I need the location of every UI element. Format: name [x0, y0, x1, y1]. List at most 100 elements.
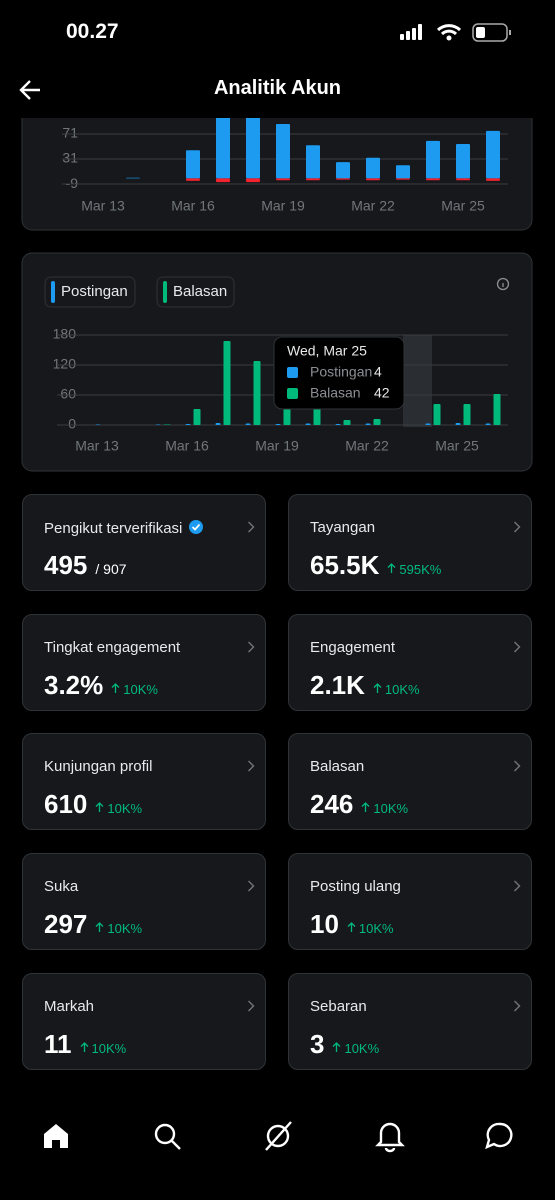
- metric-title: Markah: [44, 998, 94, 1015]
- bar: [463, 404, 471, 425]
- bar: [163, 424, 171, 425]
- hover-column: [403, 335, 432, 427]
- bar: [425, 423, 431, 425]
- bar: [343, 420, 351, 425]
- metric-card[interactable]: Kunjungan profil 610 10K%: [22, 733, 266, 831]
- bar: [486, 178, 500, 181]
- bar: [365, 423, 371, 425]
- tooltip-value: 42: [374, 385, 390, 401]
- nav-grok[interactable]: [265, 1121, 292, 1151]
- bar: [336, 162, 350, 179]
- bar: [186, 178, 200, 181]
- x-tick-label: Mar 13: [81, 198, 125, 214]
- x-tick-label: Mar 16: [171, 198, 215, 214]
- bar: [426, 178, 440, 181]
- metric-change-text: 10K%: [344, 1040, 380, 1056]
- chevron: [248, 1000, 255, 1012]
- bottom-nav: [44, 1121, 513, 1153]
- y-tick-label: 180: [53, 326, 77, 342]
- metric-card[interactable]: Tingkat engagement 3.2% 10K%: [22, 613, 266, 711]
- metric-value-row: 610 10K%: [44, 789, 142, 820]
- metric-value: 10: [310, 909, 339, 940]
- x-tick-label: Mar 13: [75, 438, 119, 454]
- bar: [485, 423, 491, 425]
- metric-card[interactable]: Suka 297 10K%: [22, 853, 266, 951]
- chevron: [514, 641, 521, 653]
- nav-search[interactable]: [154, 1123, 181, 1150]
- metric-change: 10K%: [111, 682, 158, 697]
- metric-change-text: 10K%: [373, 801, 409, 817]
- tooltip: [273, 336, 405, 410]
- metric-value: 495: [44, 550, 88, 580]
- metric-change: 10K%: [95, 921, 142, 936]
- bar: [426, 140, 440, 179]
- chevron: [248, 521, 255, 533]
- chevron: [514, 880, 521, 892]
- metric-value: 3.2%: [44, 669, 104, 700]
- metric-change: 10K%: [347, 921, 394, 936]
- up-arrow: [387, 563, 396, 573]
- metric-value-row: 246 10K%: [310, 789, 408, 820]
- tooltip-swatch: [287, 367, 298, 378]
- up-arrow: [95, 922, 104, 933]
- metric-change: 10K%: [332, 1041, 379, 1056]
- legend-swatch: [163, 281, 167, 303]
- chevron: [514, 760, 521, 772]
- metric-card[interactable]: Posting ulang 10 10K%: [288, 853, 532, 951]
- bar: [276, 124, 290, 179]
- bar: [396, 165, 410, 179]
- metric-title-text: Markah: [44, 997, 95, 1015]
- tooltip-label: Postingan: [310, 364, 372, 380]
- bar: [276, 178, 290, 181]
- y-tick-label: 31: [62, 150, 78, 166]
- metric-change: 10K%: [80, 1041, 126, 1056]
- metric-title-text: Engagement: [310, 638, 396, 656]
- metric-title: Engagement: [310, 639, 395, 656]
- metric-card[interactable]: Balasan 246 10K%: [288, 733, 532, 831]
- bar: [433, 404, 441, 425]
- bar: [336, 178, 350, 180]
- legend-box: [156, 276, 235, 308]
- metric-change-text: 10K%: [123, 681, 158, 697]
- x-tick-label: Mar 22: [345, 438, 389, 454]
- metric-change: 10K%: [95, 801, 142, 816]
- metric-card[interactable]: Engagement 2.1K 10K%: [288, 613, 532, 711]
- metric-card[interactable]: Markah 11 10K%: [22, 972, 266, 1070]
- legend-label: Postingan: [61, 283, 128, 300]
- bar: [245, 423, 251, 425]
- legend-swatch: [51, 281, 55, 303]
- metric-title: Kunjungan profil: [44, 758, 152, 775]
- metric-value: 2.1K: [310, 669, 365, 700]
- x-tick-label: Mar 19: [255, 438, 299, 454]
- metric-title: Balasan: [310, 758, 364, 775]
- metric-change: 10K%: [361, 801, 408, 816]
- chevron: [514, 1000, 521, 1012]
- header: 00.27 Analitik Akun: [0, 0, 555, 118]
- metric-card[interactable]: Tayangan 65.5K 595K%: [288, 494, 532, 591]
- metric-card[interactable]: Pengikut terverifikasi 495 / 907: [22, 494, 266, 591]
- chevron: [248, 760, 255, 772]
- chevron: [248, 880, 255, 892]
- metric-change-text: 10K%: [384, 681, 420, 697]
- metric-change: 10K%: [373, 682, 420, 697]
- nav-home[interactable]: [44, 1124, 68, 1148]
- metric-card[interactable]: Sebaran 3 10K%: [288, 972, 532, 1070]
- up-arrow: [80, 1041, 88, 1052]
- bar: [455, 423, 461, 425]
- chevron: [514, 521, 521, 533]
- info-icon[interactable]: [496, 277, 510, 291]
- bar: [185, 424, 191, 425]
- up-arrow: [373, 682, 382, 693]
- back-button[interactable]: [18, 78, 44, 102]
- metric-title-text: Sebaran: [310, 997, 367, 1015]
- y-tick-label: 71: [62, 125, 78, 141]
- up-arrow: [95, 802, 104, 813]
- bar: [275, 424, 281, 425]
- up-arrow: [347, 922, 356, 933]
- bar: [373, 419, 381, 425]
- metric-suffix: / 907: [95, 561, 127, 577]
- page-title: Analitik Akun: [213, 77, 342, 99]
- tooltip-swatch: [287, 388, 298, 399]
- nav-messages[interactable]: [485, 1122, 513, 1150]
- nav-notifications[interactable]: [375, 1122, 405, 1153]
